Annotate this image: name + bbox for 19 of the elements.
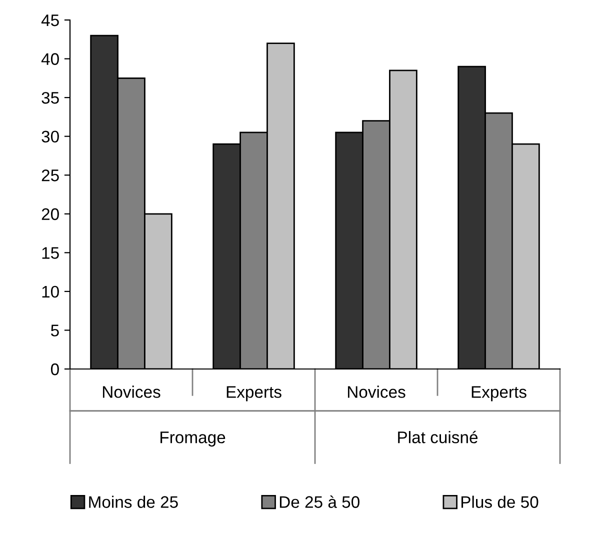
x-tick-label: Experts: [226, 386, 282, 402]
y-tick-label: 25: [42, 170, 59, 182]
y-tick-label: 20: [42, 208, 59, 220]
y-tick-label: 5: [50, 324, 59, 336]
legend-label: Moins de 25: [89, 496, 178, 508]
y-tick-label: 40: [41, 53, 59, 65]
y-tick-label: 10: [42, 286, 59, 298]
y-tick-label: 30: [42, 130, 59, 143]
x-tick-label: Novices: [348, 386, 406, 398]
y-tick-label: 35: [42, 92, 59, 104]
legend-label: Plus de 50: [461, 496, 538, 508]
text: Plat cuisné: [398, 430, 478, 444]
y-tick-label: 45: [41, 14, 59, 26]
y-tick-label: 15: [42, 247, 59, 259]
x-tick-label: Novices: [102, 386, 160, 398]
legend-label: De 25 à 50: [280, 496, 360, 508]
y-tick-label: 0: [50, 363, 59, 376]
text: Fromage: [160, 432, 226, 447]
x-tick-label: Experts: [472, 386, 526, 402]
